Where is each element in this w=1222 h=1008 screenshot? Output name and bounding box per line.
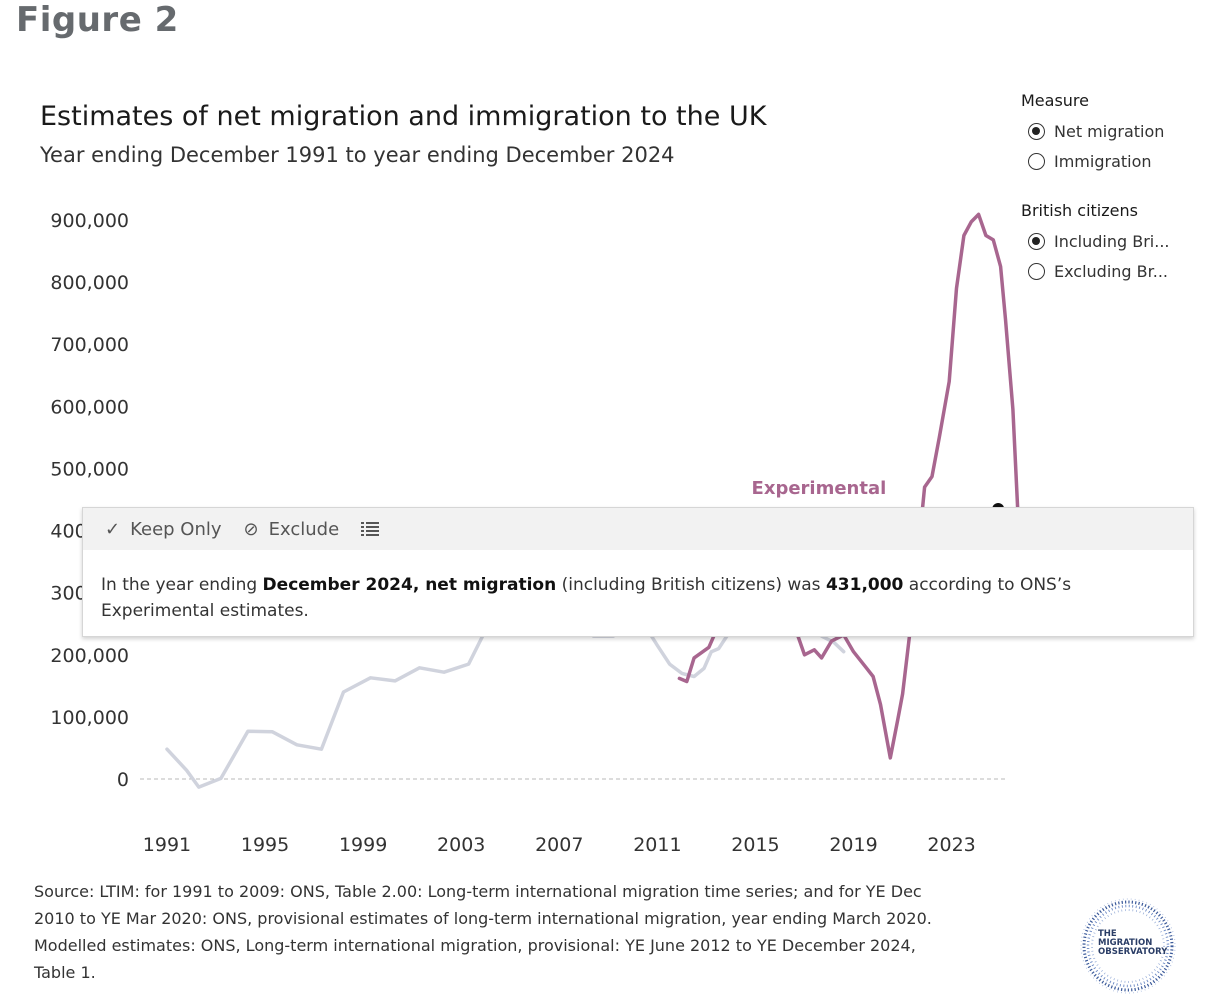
- y-tick-label: 200,000: [50, 645, 129, 667]
- keep-only-button[interactable]: ✓ Keep Only: [105, 519, 222, 540]
- radio-selected-icon[interactable]: [1028, 232, 1045, 250]
- source-note: Source: LTIM: for 1991 to 2009: ONS, Tab…: [34, 878, 1004, 986]
- british-citizens-filter-title: British citizens: [1021, 201, 1138, 220]
- x-tick-label: 2003: [437, 834, 485, 856]
- check-icon: ✓: [105, 518, 121, 540]
- tooltip-toolbar: ✓ Keep Only ⊘ Exclude: [83, 508, 1193, 550]
- ltim-series-line: [819, 634, 846, 654]
- x-tick-label: 1995: [241, 834, 289, 856]
- british-option-excluding[interactable]: Excluding Br...: [1021, 256, 1196, 286]
- tooltip-text-2: (including British citizens) was: [556, 575, 826, 595]
- measure-filter: Measure Net migration Immigration: [1021, 91, 1196, 176]
- tooltip-text-1: In the year ending: [101, 575, 263, 595]
- logo-text: THE MIGRATION OBSERVATORY: [1098, 930, 1167, 957]
- x-tick-label: 2015: [731, 834, 779, 856]
- figure-label: Figure 2: [16, 0, 179, 40]
- x-tick-label: 1991: [143, 834, 191, 856]
- x-tick-label: 2019: [829, 834, 877, 856]
- keep-only-label: Keep Only: [130, 518, 222, 540]
- migration-observatory-logo: [1080, 898, 1176, 994]
- logo-line: MIGRATION: [1098, 938, 1153, 948]
- prohibit-icon: ⊘: [243, 518, 259, 540]
- x-tick-label: 1999: [339, 834, 387, 856]
- y-tick-label: 600,000: [50, 396, 129, 418]
- y-tick-label: 700,000: [50, 334, 129, 356]
- radio-unselected-icon[interactable]: [1028, 262, 1045, 280]
- radio-unselected-icon[interactable]: [1028, 152, 1045, 170]
- source-line: Source: LTIM: for 1991 to 2009: ONS, Tab…: [34, 882, 922, 901]
- tooltip-value: 431,000: [825, 575, 904, 595]
- data-tooltip: ✓ Keep Only ⊘ Exclude In the year ending…: [82, 507, 1194, 637]
- y-tick-label: 900,000: [50, 210, 129, 232]
- tooltip-text: In the year ending December 2024, net mi…: [83, 550, 1193, 624]
- tooltip-text-3: according to ONS’s Experimental estimate…: [101, 575, 1072, 621]
- tooltip-period: December 2024, net migration: [262, 575, 557, 595]
- measure-option-immigration[interactable]: Immigration: [1021, 146, 1196, 176]
- y-tick-label: 100,000: [50, 707, 129, 729]
- radio-selected-icon[interactable]: [1028, 122, 1045, 140]
- exclude-label: Exclude: [268, 518, 340, 540]
- chart-title: Estimates of net migration and immigrati…: [40, 101, 767, 132]
- exclude-button[interactable]: ⊘ Exclude: [244, 519, 340, 540]
- y-tick-label: 800,000: [50, 272, 129, 294]
- table-icon: [361, 522, 380, 536]
- logo-line: OBSERVATORY: [1098, 947, 1168, 957]
- chart-subtitle: Year ending December 1991 to year ending…: [40, 143, 675, 167]
- view-data-button[interactable]: [361, 522, 380, 536]
- ltim-series-line: [645, 628, 733, 679]
- source-line: Modelled estimates: ONS, Long-term inter…: [34, 936, 916, 955]
- x-tick-label: 2011: [633, 834, 681, 856]
- british-option-including[interactable]: Including Bri...: [1021, 226, 1196, 256]
- x-tick-label: 2023: [927, 834, 975, 856]
- experimental-annotation: Experimental: [752, 478, 887, 499]
- y-tick-label: 500,000: [50, 458, 129, 480]
- british-option-label: Excluding Br...: [1054, 261, 1169, 281]
- logo-line: THE: [1098, 929, 1117, 939]
- ltim-series-line: [165, 628, 488, 789]
- measure-option-label: Net migration: [1054, 121, 1165, 141]
- british-option-label: Including Bri...: [1054, 231, 1170, 251]
- measure-option-label: Immigration: [1054, 151, 1152, 171]
- british-citizens-filter: British citizens Including Bri... Exclud…: [1021, 201, 1196, 286]
- y-tick-label: 0: [117, 769, 129, 791]
- measure-option-net-migration[interactable]: Net migration: [1021, 116, 1196, 146]
- x-tick-label: 2007: [535, 834, 583, 856]
- source-line: Table 1.: [34, 963, 96, 982]
- experimental-series-line: [677, 634, 716, 684]
- measure-filter-title: Measure: [1021, 91, 1089, 110]
- source-line: 2010 to YE Mar 2020: ONS, provisional es…: [34, 909, 932, 928]
